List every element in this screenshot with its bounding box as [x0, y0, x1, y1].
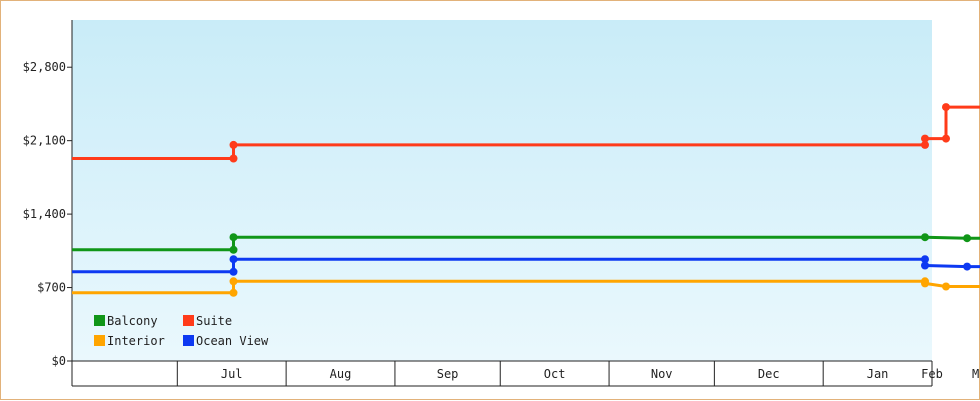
data-point-balcony-1: [229, 245, 238, 254]
data-point-suite-1: [229, 154, 238, 163]
data-point-suite-3: [921, 140, 929, 149]
x-tick-label-6: Jan: [867, 367, 889, 381]
y-tick-label-1: $700: [37, 281, 66, 295]
plot-background: [72, 20, 932, 361]
y-tick-label-3: $2,100: [23, 134, 66, 148]
data-point-balcony-4: [963, 234, 972, 243]
data-point-interior-2: [229, 277, 238, 286]
data-point-suite-6: [942, 103, 950, 112]
data-point-interior-4: [921, 279, 929, 288]
x-tick-label-3: Oct: [544, 367, 566, 381]
data-point-ocean-view-3: [921, 255, 929, 264]
x-tick-label-1: Aug: [330, 367, 352, 381]
data-point-ocean-view-5: [963, 262, 972, 271]
data-point-suite-5: [942, 134, 950, 143]
y-tick-label-2: $1,400: [23, 207, 66, 221]
x-tick-label-4: Nov: [651, 367, 673, 381]
data-point-interior-1: [229, 288, 238, 297]
legend-swatch-suite: [183, 315, 194, 326]
data-point-balcony-2: [229, 233, 238, 242]
legend-swatch-interior: [94, 335, 105, 346]
x-tick-label-7: Feb: [921, 367, 943, 381]
y-tick-label-4: $2,800: [23, 60, 66, 74]
data-point-ocean-view-2: [229, 255, 238, 264]
series-lines: [72, 103, 980, 297]
legend-label-interior: Interior: [107, 334, 165, 348]
legend: Balcony Suite Interior Ocean View: [94, 314, 269, 348]
data-point-suite-2: [229, 140, 238, 149]
legend-label-suite: Suite: [196, 314, 232, 328]
x-tick-label-2: Sep: [437, 367, 459, 381]
data-point-balcony-3: [921, 233, 929, 242]
data-point-ocean-view-4: [921, 261, 929, 270]
legend-swatch-balcony: [94, 315, 105, 326]
y-tick-label-0: $0: [52, 354, 66, 368]
data-point-ocean-view-1: [229, 267, 238, 276]
series-line-suite: [72, 105, 980, 160]
legend-label-balcony: Balcony: [107, 314, 158, 328]
legend-label-ocean-view: Ocean View: [196, 334, 269, 348]
x-tick-label-0: Jul: [221, 367, 243, 381]
axes: $0 $700 $1,400 $2,100 $2,800 Jul Aug Sep Oct Nov D…: [23, 20, 980, 387]
data-point-suite-4: [921, 134, 929, 143]
data-point-interior-5: [942, 282, 950, 291]
legend-swatch-ocean-view: [183, 335, 194, 346]
x-tick-label-8: Mar: [972, 367, 980, 381]
x-tick-label-5: Dec: [758, 367, 780, 381]
